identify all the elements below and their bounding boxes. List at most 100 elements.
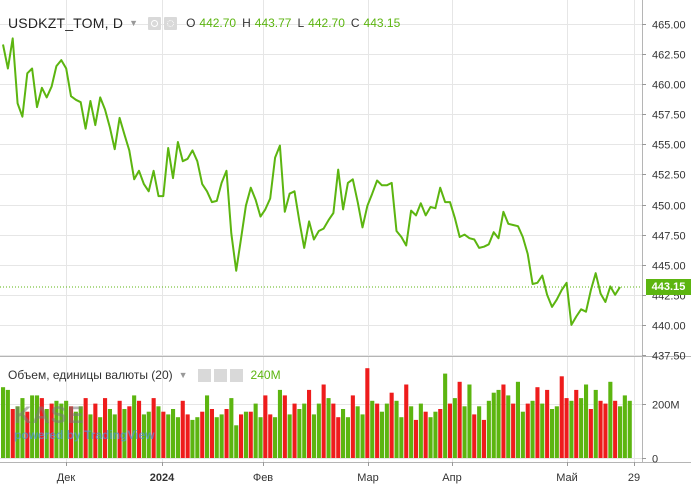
- volume-bar: [603, 403, 608, 458]
- volume-bar: [127, 406, 132, 458]
- volume-bar: [579, 398, 584, 458]
- price-tick-label: 462.50: [652, 50, 686, 62]
- volume-bar: [268, 414, 273, 458]
- volume-bar: [10, 409, 15, 458]
- volume-bar: [263, 395, 268, 458]
- low-value: 442.70: [308, 16, 345, 30]
- volume-bar: [618, 406, 623, 458]
- price-tick-label: 460.00: [652, 80, 686, 92]
- chevron-down-icon[interactable]: ▼: [178, 370, 188, 380]
- price-tick-label: 452.50: [652, 170, 686, 182]
- gear-icon[interactable]: [164, 16, 178, 30]
- eye-icon[interactable]: [148, 16, 162, 30]
- close-icon[interactable]: [229, 368, 243, 382]
- volume-bar: [98, 417, 103, 458]
- volume-bar: [608, 381, 613, 458]
- volume-bar: [506, 395, 511, 458]
- price-tick-label: 455.00: [652, 140, 686, 152]
- volume-bar: [613, 400, 618, 458]
- volume-bar: [496, 389, 501, 458]
- volume-bar: [239, 414, 244, 458]
- volume-bar: [93, 403, 98, 458]
- volume-bars: [1, 368, 632, 458]
- volume-bar: [501, 384, 506, 458]
- volume-bar: [229, 398, 234, 458]
- volume-bar: [112, 414, 117, 458]
- volume-bar: [550, 409, 555, 458]
- volume-bar: [447, 403, 452, 458]
- high-value: 443.77: [254, 16, 292, 30]
- volume-bar: [277, 389, 282, 458]
- volume-value: 240M: [250, 368, 281, 382]
- low-label: L: [297, 16, 305, 30]
- volume-bar: [161, 411, 166, 458]
- volume-bar: [151, 398, 156, 458]
- volume-bar: [554, 406, 559, 458]
- volume-bar: [166, 414, 171, 458]
- volume-bar: [15, 406, 20, 458]
- volume-bar: [443, 373, 448, 458]
- time-tick-label: Май: [556, 472, 578, 484]
- volume-bar: [185, 414, 190, 458]
- volume-bar: [569, 400, 574, 458]
- volume-bar: [467, 384, 472, 458]
- volume-bar: [1, 387, 6, 458]
- volume-bar: [423, 411, 428, 458]
- volume-bar: [219, 414, 224, 458]
- volume-bar: [132, 395, 137, 458]
- open-value: 442.70: [199, 16, 237, 30]
- price-tick-label: 440.00: [652, 321, 686, 333]
- volume-bar: [622, 395, 627, 458]
- volume-bar: [205, 395, 210, 458]
- volume-bar: [389, 392, 394, 458]
- volume-bar: [117, 400, 122, 458]
- price-line: [2, 37, 621, 326]
- volume-bar: [209, 409, 214, 458]
- price-tick-label: 437.50: [652, 351, 686, 363]
- close-value: 443.15: [363, 16, 401, 30]
- symbol-title[interactable]: USDKZT_TOM, D: [8, 15, 124, 31]
- chevron-down-icon[interactable]: ▼: [129, 18, 139, 28]
- volume-bar: [515, 381, 520, 458]
- volume-bar: [54, 400, 59, 458]
- eye-icon[interactable]: [197, 368, 211, 382]
- volume-bar: [627, 400, 632, 458]
- volume-bar: [574, 389, 579, 458]
- volume-bar: [370, 400, 375, 458]
- volume-bar: [345, 417, 350, 458]
- volume-bar: [399, 417, 404, 458]
- current-price-badge: 443.15: [646, 279, 691, 295]
- volume-bar: [273, 417, 278, 458]
- volume-bar: [428, 417, 433, 458]
- time-tick-label: Фев: [253, 472, 273, 484]
- volume-bar: [404, 384, 409, 458]
- volume-bar: [190, 419, 195, 458]
- volume-bar: [321, 384, 326, 458]
- volume-bar: [365, 368, 370, 458]
- volume-bar: [73, 411, 78, 458]
- volume-bar: [316, 403, 321, 458]
- volume-bar: [409, 406, 414, 458]
- volume-bar: [258, 417, 263, 458]
- volume-bar: [341, 409, 346, 458]
- volume-bar: [180, 400, 185, 458]
- volume-bar: [234, 425, 239, 458]
- volume-bar: [481, 419, 486, 458]
- price-line-group: [0, 37, 642, 326]
- volume-bar: [59, 403, 64, 458]
- volume-bar: [457, 381, 462, 458]
- volume-bar: [525, 403, 530, 458]
- volume-bar: [462, 406, 467, 458]
- volume-bar: [78, 406, 83, 458]
- volume-bar: [64, 400, 69, 458]
- gear-icon[interactable]: [213, 368, 227, 382]
- volume-legend: Объем, единицы валюты (20) ▼ 240M: [8, 368, 281, 382]
- volume-legend-title[interactable]: Объем, единицы валюты (20): [8, 368, 173, 382]
- volume-bar: [593, 389, 598, 458]
- volume-bar: [292, 403, 297, 458]
- volume-bar: [375, 403, 380, 458]
- volume-bar: [146, 411, 151, 458]
